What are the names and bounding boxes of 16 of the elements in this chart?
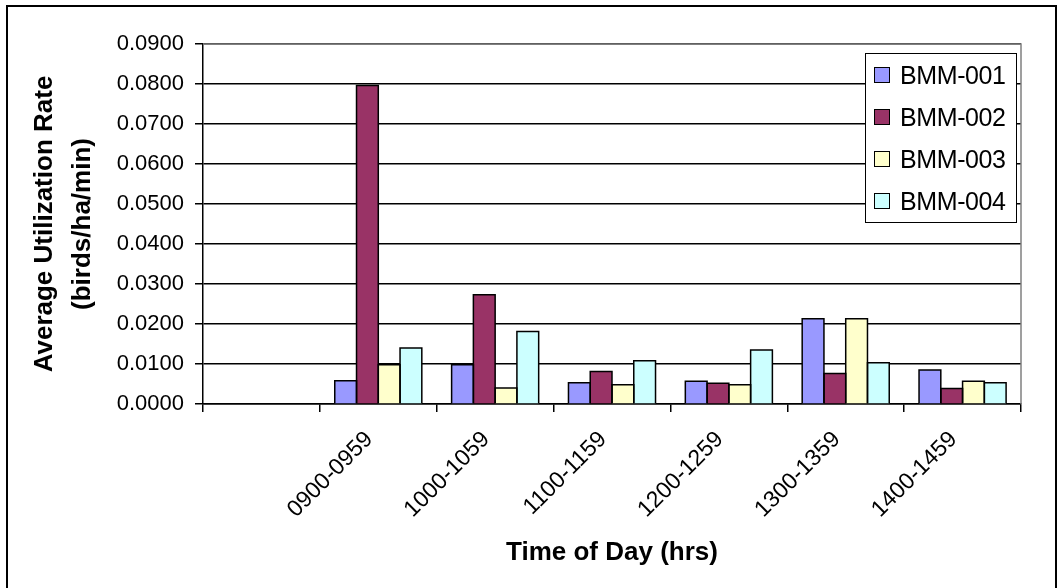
legend-label: BMM-003 bbox=[900, 144, 1006, 174]
legend-label: BMM-004 bbox=[900, 186, 1006, 216]
y-tick-label: 0.0700 bbox=[116, 110, 184, 136]
y-tick-label: 0.0900 bbox=[116, 30, 184, 56]
legend-label: BMM-002 bbox=[900, 102, 1006, 132]
x-axis-title: Time of Day (hrs) bbox=[506, 535, 718, 566]
y-tick-label: 0.0300 bbox=[116, 270, 184, 296]
y-tick-label: 0.0100 bbox=[116, 350, 184, 376]
legend-label: BMM-001 bbox=[900, 60, 1006, 90]
y-tick-label: 0.0600 bbox=[116, 150, 184, 176]
y-tick-label: 0.0500 bbox=[116, 190, 184, 216]
y-tick-label: 0.0400 bbox=[116, 230, 184, 256]
y-axis-title: Average Utilization Rate (birds/ha/min) bbox=[28, 75, 96, 373]
y-tick-label: 0.0800 bbox=[116, 70, 184, 96]
y-tick-label: 0.0000 bbox=[116, 390, 184, 416]
y-tick-label: 0.0200 bbox=[116, 310, 184, 336]
